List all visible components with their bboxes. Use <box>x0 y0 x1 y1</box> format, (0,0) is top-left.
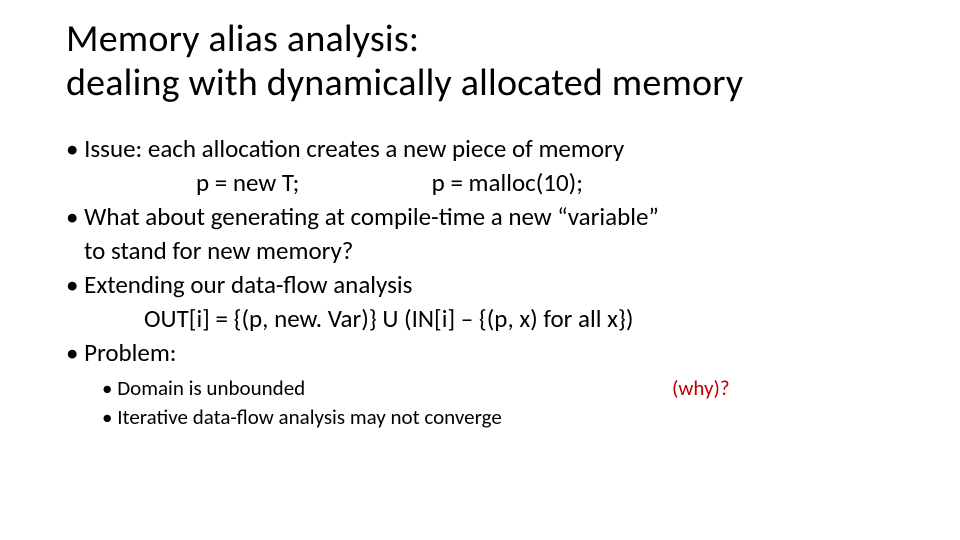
why-annotation: (why)? <box>672 375 730 402</box>
slide: Memory alias analysis: dealing with dyna… <box>0 0 960 540</box>
formula-out: OUT[i] = {(p, new. Var)} U (IN[i] – {(p,… <box>144 303 894 335</box>
bullet-what-about-text: What about generating at compile-time a … <box>84 201 659 232</box>
bullet-problem-text: Problem: <box>84 337 176 368</box>
bullet-problem: Problem: <box>66 337 894 369</box>
bullet-what-about: What about generating at compile-time a … <box>66 201 894 233</box>
sub-converge-text: Iterative data-flow analysis may not con… <box>117 404 502 430</box>
sub-not-converge: Iterative data-flow analysis may not con… <box>102 404 894 431</box>
bullet-extending: Extending our data-flow analysis <box>66 269 894 301</box>
code-malloc: p = malloc(10); <box>432 167 583 199</box>
sub-bullets: Domain is unbounded Iterative data-flow … <box>102 375 894 431</box>
title-line-1: Memory alias analysis: <box>66 18 894 62</box>
bullet-issue: Issue: each allocation creates a new pie… <box>66 133 894 165</box>
bullet-extending-text: Extending our data-flow analysis <box>84 269 412 300</box>
code-examples: p = new T; p = malloc(10); <box>196 167 894 199</box>
code-new-t: p = new T; <box>196 167 426 199</box>
bullet-what-about-cont: to stand for new memory? <box>84 235 894 267</box>
bullet-issue-text: Issue: each allocation creates a new pie… <box>84 133 624 164</box>
sub-domain-unbounded: Domain is unbounded <box>102 375 894 402</box>
slide-body: Issue: each allocation creates a new pie… <box>66 133 894 431</box>
sub-domain-text: Domain is unbounded <box>117 375 305 401</box>
title-line-2: dealing with dynamically allocated memor… <box>66 62 894 106</box>
slide-title: Memory alias analysis: dealing with dyna… <box>66 18 894 105</box>
